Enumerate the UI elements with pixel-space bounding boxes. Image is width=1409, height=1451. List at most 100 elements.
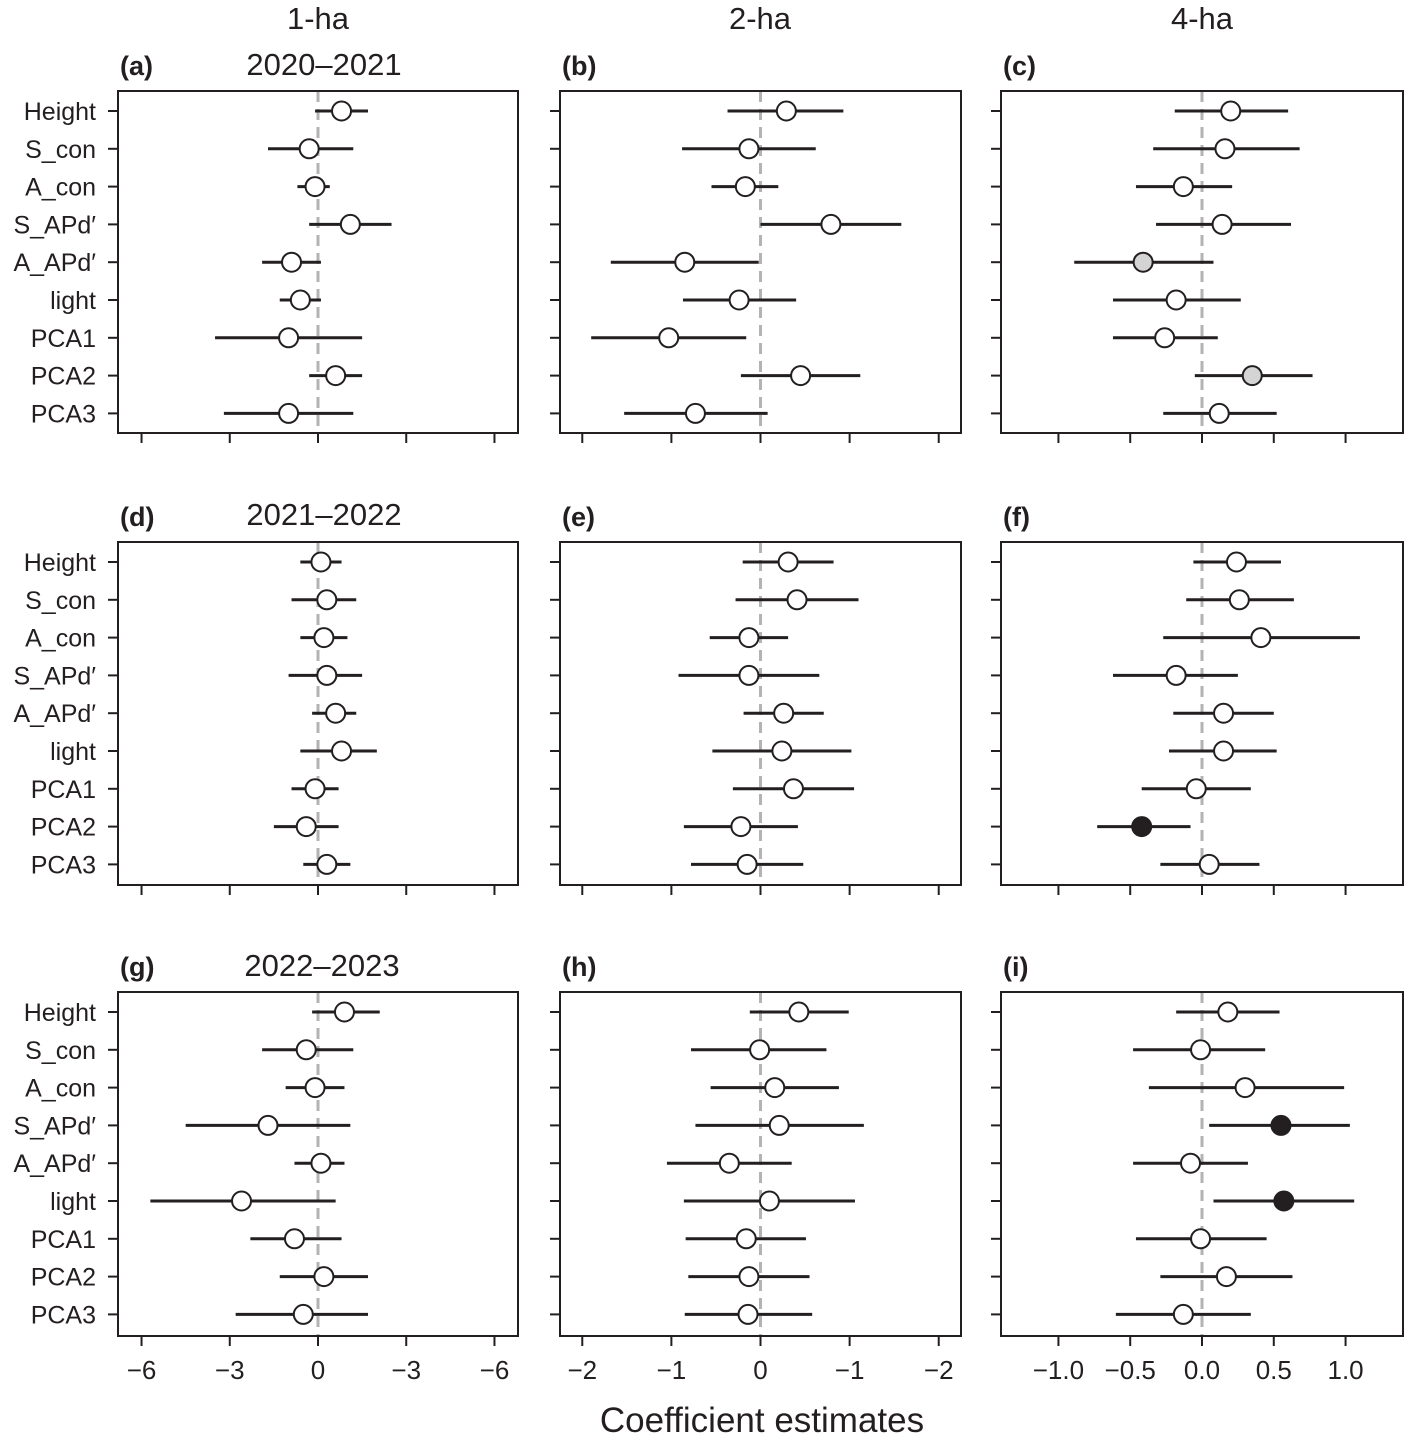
y-tick-label: PCA2: [31, 1264, 96, 1292]
estimate-point: [737, 1303, 759, 1325]
panel-d: (d) Height S_con A_con S_APd′ A_APd′light PCA1…: [13, 502, 519, 895]
y-tick-label: PCA3: [31, 400, 96, 428]
estimate-point: [325, 702, 347, 724]
estimate-point: [331, 100, 353, 122]
panel-letter: (g): [120, 952, 154, 982]
estimate-point: [325, 365, 347, 387]
estimate-point: [658, 327, 680, 349]
y-tick-label: PCA2: [31, 363, 96, 391]
estimate-point: [339, 213, 361, 235]
estimate-point: [281, 251, 303, 273]
panel-g: (g) −6 −3 0 −3 −6 Height S_con A_con S_APd′ A_APd′…: [13, 952, 519, 1385]
x-tick-label: −0.5: [1105, 1355, 1156, 1385]
estimate-point: [738, 627, 760, 649]
estimate-point: [684, 402, 706, 424]
estimate-point: [1213, 740, 1235, 762]
panel-b: (b): [550, 51, 962, 443]
estimate-point: [283, 1228, 305, 1250]
estimate-point: [1190, 1228, 1212, 1250]
y-tick-label: PCA3: [31, 851, 96, 879]
estimate-point: [1211, 213, 1233, 235]
estimate-point: [1228, 589, 1250, 611]
estimate-point: [313, 1266, 335, 1288]
panel-letter: (e): [562, 502, 595, 532]
estimate-point: [289, 289, 311, 311]
estimate-point: [316, 589, 338, 611]
estimate-point: [775, 100, 797, 122]
estimate-point: [1172, 176, 1194, 198]
estimate-point: [1234, 1077, 1256, 1099]
estimate-point: [1250, 627, 1272, 649]
estimate-point: [718, 1152, 740, 1174]
y-tick-label: A_APd′: [13, 249, 96, 277]
estimate-point: [736, 853, 758, 875]
estimate-point: [1185, 778, 1207, 800]
y-tick-label: A_APd′: [13, 1150, 96, 1178]
panel-f: (f): [991, 502, 1404, 895]
estimate-point: [1220, 100, 1242, 122]
estimate-point: [1273, 1190, 1295, 1212]
y-tick-label: S_APd′: [13, 1112, 96, 1140]
estimate-point: [1190, 1039, 1212, 1061]
estimate-point: [1132, 251, 1154, 273]
column-header-4ha: 4-ha: [1171, 1, 1234, 36]
estimate-point: [764, 1077, 786, 1099]
y-tick-label: A_con: [25, 174, 96, 202]
panel-letter: (f): [1003, 502, 1030, 532]
estimate-point: [304, 176, 326, 198]
estimate-point: [1214, 138, 1236, 160]
estimate-point: [304, 778, 326, 800]
estimate-point: [749, 1039, 771, 1061]
panel-letter: (d): [120, 502, 154, 532]
estimate-point: [295, 816, 317, 838]
column-header-2ha: 2-ha: [729, 1, 792, 36]
x-axis-label: Coefficient estimates: [600, 1401, 924, 1440]
estimate-point: [1217, 1001, 1239, 1023]
y-tick-label: light: [50, 738, 96, 766]
estimate-point: [1154, 327, 1176, 349]
row-header-2022-2023: 2022–2023: [244, 948, 399, 983]
y-tick-label: PCA1: [31, 1226, 96, 1254]
x-tick-label: 0: [311, 1355, 325, 1385]
panel-letter: (i): [1003, 952, 1028, 982]
x-tick-label: 1.0: [1327, 1355, 1363, 1385]
estimate-point: [820, 213, 842, 235]
panel-letter: (a): [120, 51, 153, 81]
x-tick-label: −2: [924, 1355, 954, 1385]
y-tick-label: PCA1: [31, 325, 96, 353]
estimate-point: [310, 1152, 332, 1174]
estimate-point: [1213, 702, 1235, 724]
estimate-point: [738, 1266, 760, 1288]
estimate-point: [316, 853, 338, 875]
estimate-point: [333, 1001, 355, 1023]
row-header-2020-2021: 2020–2021: [246, 47, 401, 82]
estimate-point: [278, 327, 300, 349]
estimate-point: [771, 740, 793, 762]
x-tick-label: 0: [753, 1355, 767, 1385]
estimate-point: [728, 289, 750, 311]
estimate-point: [788, 1001, 810, 1023]
estimate-point: [304, 1077, 326, 1099]
x-tick-label: −1: [657, 1355, 687, 1385]
estimate-point: [331, 740, 353, 762]
estimate-point: [1165, 664, 1187, 686]
panel-letter: (b): [562, 51, 596, 81]
y-tick-label: Height: [24, 549, 96, 577]
estimate-point: [735, 1228, 757, 1250]
estimate-point: [738, 138, 760, 160]
x-tick-label: −3: [215, 1355, 245, 1385]
estimate-point: [310, 551, 332, 573]
estimate-point: [782, 778, 804, 800]
y-tick-label: A_APd′: [13, 700, 96, 728]
x-tick-label: −2: [567, 1355, 597, 1385]
estimate-point: [316, 664, 338, 686]
estimate-point: [292, 1303, 314, 1325]
y-tick-label: PCA2: [31, 814, 96, 842]
estimate-point: [1172, 1303, 1194, 1325]
x-tick-label: −6: [127, 1355, 157, 1385]
y-tick-label: Height: [24, 98, 96, 126]
estimate-point: [1131, 816, 1153, 838]
estimate-point: [313, 627, 335, 649]
estimate-point: [768, 1114, 790, 1136]
estimate-point: [790, 365, 812, 387]
